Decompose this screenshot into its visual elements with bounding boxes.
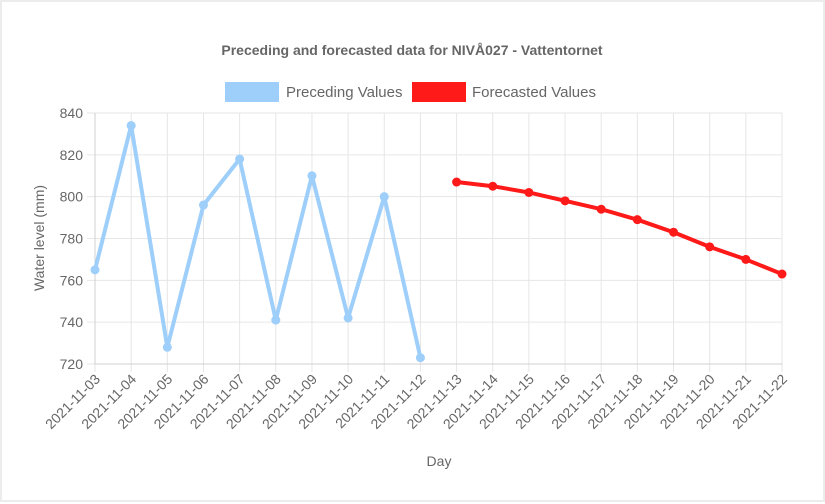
y-axis-title: Water level (mm) xyxy=(31,185,47,291)
legend-label-preceding: Preceding Values xyxy=(286,84,402,101)
data-point-preceding[interactable] xyxy=(307,171,317,181)
chart-title: Preceding and forecasted data for NIVÅ02… xyxy=(221,42,603,58)
data-series xyxy=(90,121,787,363)
series-line-preceding xyxy=(93,123,423,359)
data-point-forecasted[interactable] xyxy=(741,254,751,264)
y-tick-label: 820 xyxy=(60,147,84,163)
legend-item-preceding[interactable]: Preceding Values xyxy=(225,82,402,102)
x-axis-title: Day xyxy=(427,453,452,469)
data-point-preceding[interactable] xyxy=(271,315,281,325)
data-point-forecasted[interactable] xyxy=(560,196,570,206)
data-point-forecasted[interactable] xyxy=(632,215,642,225)
legend-label-forecasted: Forecasted Values xyxy=(472,84,596,101)
legend-swatch-forecasted xyxy=(412,82,466,102)
legend: Preceding Values Forecasted Values xyxy=(225,82,596,102)
y-tick-label: 840 xyxy=(60,105,84,121)
data-point-forecasted[interactable] xyxy=(596,204,606,214)
data-point-preceding[interactable] xyxy=(415,353,425,363)
series-line-forecasted xyxy=(456,180,783,276)
y-tick-label: 800 xyxy=(60,189,84,205)
legend-swatch-preceding xyxy=(225,82,279,102)
data-point-preceding[interactable] xyxy=(343,313,353,323)
y-tick-label: 720 xyxy=(60,356,84,372)
y-tick-label: 760 xyxy=(60,272,84,288)
data-point-preceding[interactable] xyxy=(379,192,389,202)
x-axis-ticks: 2021-11-032021-11-042021-11-052021-11-06… xyxy=(42,371,790,432)
data-point-preceding[interactable] xyxy=(235,154,245,164)
data-point-preceding[interactable] xyxy=(162,342,172,352)
data-point-forecasted[interactable] xyxy=(777,269,787,279)
data-point-forecasted[interactable] xyxy=(524,187,534,197)
legend-item-forecasted[interactable]: Forecasted Values xyxy=(412,82,596,102)
data-point-forecasted[interactable] xyxy=(705,242,715,252)
grid-lines xyxy=(87,112,783,372)
data-point-forecasted[interactable] xyxy=(488,181,498,191)
y-axis-ticks: 720 740 760 780 800 820 840 xyxy=(60,105,84,372)
data-point-forecasted[interactable] xyxy=(452,177,462,187)
data-point-preceding[interactable] xyxy=(90,265,100,275)
data-point-forecasted[interactable] xyxy=(669,227,679,237)
y-tick-label: 780 xyxy=(60,231,84,247)
data-point-preceding[interactable] xyxy=(126,121,136,131)
data-point-preceding[interactable] xyxy=(198,200,208,210)
y-tick-label: 740 xyxy=(60,314,84,330)
